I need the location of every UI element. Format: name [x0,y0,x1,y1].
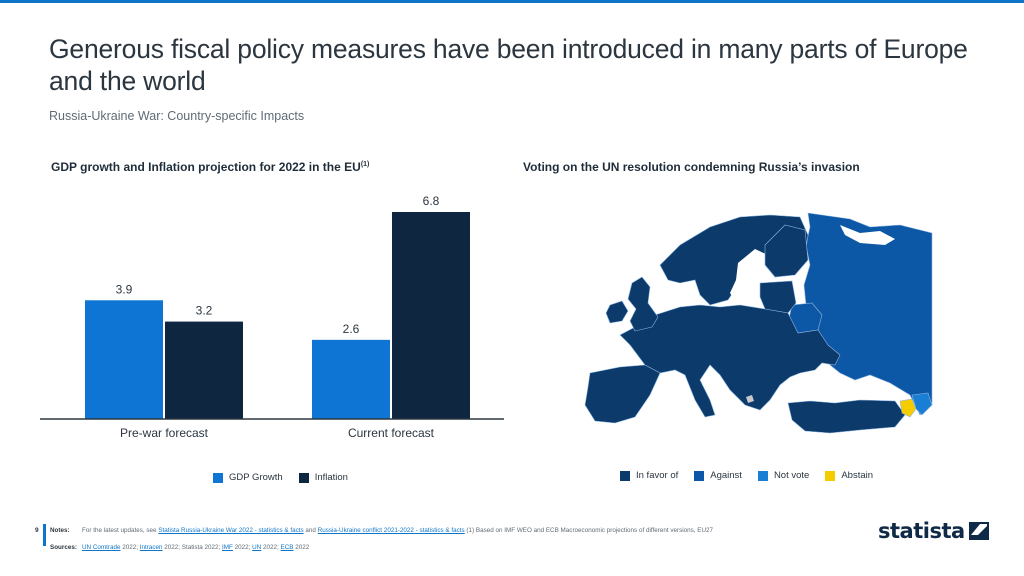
bar-gdp-growth-0 [85,300,163,419]
map-legend-label-in-favor: In favor of [636,470,679,481]
map-water-baltic [730,249,768,301]
map-region-kosovo [746,395,754,403]
source-link-imf[interactable]: IMF [222,544,233,551]
map-legend-label-against: Against [710,470,742,481]
legend-item-gdp-growth: GDP Growth [213,472,283,483]
source-link-un-comtrade[interactable]: UN Comtrade [82,544,121,551]
source-link-ecb[interactable]: ECB [280,544,294,551]
source-year: 2022; Statista 2022; [164,544,221,551]
map-legend-in-favor: In favor of [620,470,678,481]
map-title: Voting on the UN resolution condemning R… [523,160,860,174]
bar-chart-title-footnote: (1) [360,161,370,168]
map-region-mainland-europe [619,304,841,418]
map-legend-label-not-vote: Not vote [773,470,810,481]
page-number: 9 [35,527,39,534]
source-link-un[interactable]: UN [252,544,262,551]
map-region-ireland [605,300,629,324]
map-legend-not-vote: Not vote [757,470,810,481]
data-label: 2.6 [343,322,360,336]
bar-gdp-growth-1 [312,339,390,419]
legend-item-inflation: Inflation [298,472,348,483]
data-label: 3.9 [116,282,133,296]
map-swatch-abstain [825,470,836,481]
map-swatch-in-favor [620,470,630,481]
page-title: Generous fiscal policy measures have bee… [49,34,968,96]
bar-chart-title: GDP growth and Inflation projection for … [51,160,369,174]
map-legend: In favor of Against Not vote Abstain [620,470,873,481]
map-legend-against: Against [694,470,742,481]
bars-layer: 3.9 3.2 2.6 6.8 [85,194,470,419]
europe-vote-map [584,212,933,434]
map-region-uk [627,276,659,332]
category-label: Pre-war forecast [120,426,209,440]
map-region-russia [803,212,933,416]
map-water-black-sea [790,375,860,401]
source-year: 2022; [234,544,251,551]
map-legend-label-abstain: Abstain [841,470,874,481]
notes-and: and [305,527,316,534]
page-number-bar [43,524,46,546]
notes-link-conflict[interactable]: Russia-Ukraine conflict 2021-2022 - stat… [317,527,465,534]
bar-chart-legend: GDP Growth Inflation [213,472,348,483]
data-label: 6.8 [423,194,440,208]
map-legend-abstain: Abstain [825,470,873,481]
page-subtitle: Russia-Ukraine War: Country-specific Imp… [49,109,305,123]
sources-text: UN Comtrade 2022; Intracen 2022; Statist… [82,544,309,551]
map-region-turkey [787,399,906,434]
top-accent-bar [0,0,1024,3]
source-year: 2022; [122,544,139,551]
notes-prefix: For the latest updates, see [82,527,157,534]
map-region-azerbaijan [911,392,933,416]
map-swatch-not-vote [757,470,768,481]
footer: 9 Notes: For the latest updates, see Sta… [0,520,1024,576]
statista-logo[interactable]: statista [878,519,989,543]
bar-inflation-1 [392,212,470,419]
map-region-iberia [584,364,661,424]
map-water-white-sea [840,225,895,245]
source-year: 2022 [295,544,310,551]
legend-label-gdp-growth: GDP Growth [229,472,283,483]
legend-label-inflation: Inflation [314,472,348,483]
statista-logo-icon [968,522,989,540]
bar-chart: 3.9 3.2 2.6 6.8 Pre-war forecast Current for… [40,194,504,440]
category-labels: Pre-war forecast Current forecast [120,426,435,440]
notes-link-statista-war[interactable]: Statista Russia-Ukraine War 2022 - stati… [158,527,304,534]
bar-inflation-0 [165,321,243,419]
map-region-finland [764,224,809,278]
map-region-baltics [759,280,797,314]
notes-suffix: (1) Based on IMF WEO and ECB Macroeconom… [466,527,714,534]
map-swatch-against [694,470,705,481]
statista-logo-text: statista [878,519,965,543]
sources-label: Sources: [50,544,77,551]
legend-swatch-inflation [298,472,309,483]
notes-text: For the latest updates, see Statista Rus… [82,527,713,534]
source-year: 2022; [263,544,279,551]
source-link-intracen[interactable]: Intracen [139,544,163,551]
notes-label: Notes: [50,527,70,534]
data-label: 3.2 [196,304,213,318]
legend-swatch-gdp-growth [213,472,223,483]
map-region-armenia [899,398,917,418]
bar-chart-title-text: GDP growth and Inflation projection for … [51,160,361,174]
category-label: Current forecast [348,426,435,440]
